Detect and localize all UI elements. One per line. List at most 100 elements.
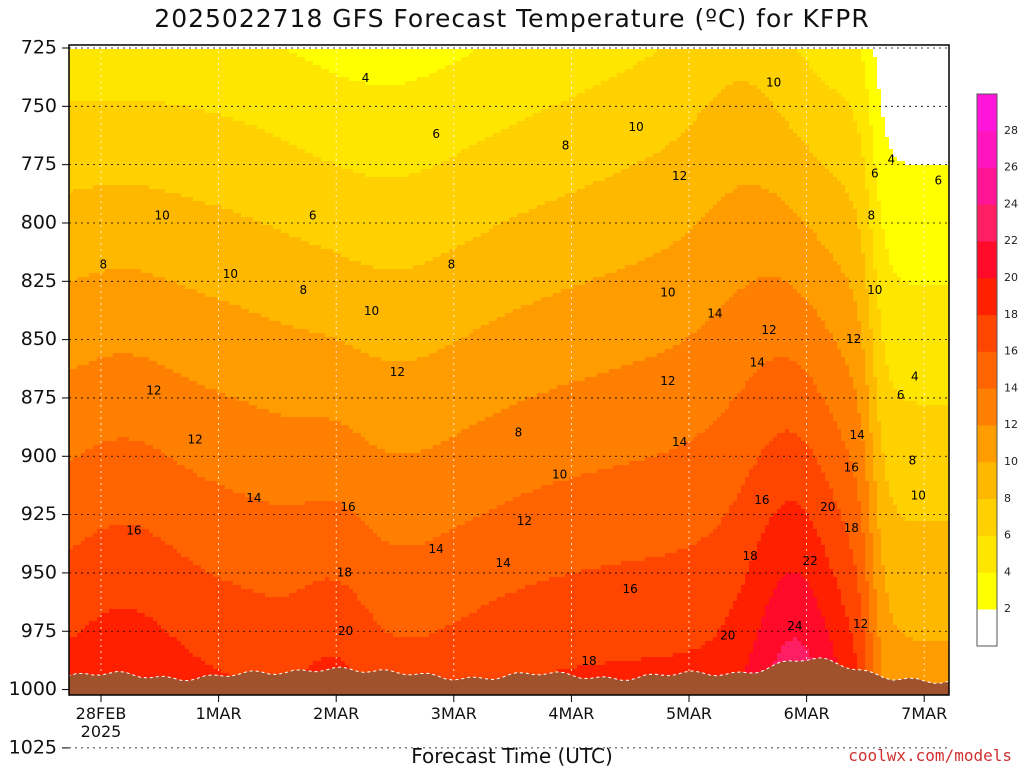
x-tick-label: 3MAR (431, 704, 477, 723)
y-tick-label: 800 (21, 211, 57, 233)
contour-label: 6 (871, 166, 879, 180)
contour-label: 8 (562, 138, 570, 152)
y-tick-label: 875 (21, 386, 57, 408)
y-tick-label: 725 (21, 37, 57, 59)
colorbar-label: 6 (1004, 529, 1011, 542)
colorbar-swatch (977, 425, 997, 462)
contour-label: 8 (100, 257, 108, 271)
contour-label: 12 (761, 323, 776, 337)
contour-label: 12 (187, 432, 202, 446)
contour-label: 10 (660, 285, 675, 299)
contour-label: 4 (887, 152, 895, 166)
contour-label: 12 (853, 617, 868, 631)
contour-label: 16 (126, 523, 141, 537)
contour-label: 10 (552, 467, 567, 481)
colorbar-swatch (977, 352, 997, 389)
contour-label: 8 (299, 283, 307, 297)
colorbar-swatch (977, 388, 997, 425)
colorbar-label: 8 (1004, 492, 1011, 505)
contour-label: 10 (364, 304, 379, 318)
y-tick-label: 850 (21, 328, 57, 350)
colorbar-swatch (977, 94, 997, 131)
colorbar-label: 18 (1004, 308, 1018, 321)
contour-label: 16 (844, 460, 859, 474)
contour-label: 10 (766, 75, 781, 89)
contour-label: 24 (787, 619, 802, 633)
contour-label: 12 (660, 374, 675, 388)
colorbar-label: 10 (1004, 455, 1018, 468)
colorbar-swatch (977, 609, 997, 646)
contour-label: 18 (581, 654, 596, 668)
colorbar-swatch (977, 315, 997, 352)
contour-label: 8 (909, 453, 917, 467)
x-tick-label: 6MAR (784, 704, 830, 723)
colorbar-swatch (977, 131, 997, 168)
x-tick-label: 1MAR (196, 704, 242, 723)
contour-label: 12 (390, 365, 405, 379)
contour-label: 14 (750, 355, 765, 369)
contour-label: 12 (846, 332, 861, 346)
y-tick-label: 825 (21, 270, 57, 292)
contour-label: 16 (623, 582, 638, 596)
colorbar-swatch (977, 168, 997, 205)
contour-label: 18 (337, 565, 352, 579)
contour-label: 12 (146, 383, 161, 397)
temperature-fill (69, 45, 950, 698)
x-tick-label: 2MAR (313, 704, 359, 723)
colorbar-label: 26 (1004, 161, 1018, 174)
contour-label: 6 (432, 127, 440, 141)
contour-label: 12 (517, 514, 532, 528)
colorbar-swatch (977, 278, 997, 315)
contour-label: 10 (628, 120, 643, 134)
contour-label: 4 (911, 369, 919, 383)
contour-label: 14 (707, 306, 722, 320)
x-tick-label: 5MAR (666, 704, 712, 723)
colorbar-label: 20 (1004, 271, 1018, 284)
contour-label: 22 (802, 554, 817, 568)
contour-label: 10 (867, 283, 882, 297)
contour-label: 14 (672, 435, 687, 449)
x-tick-label: 2025 (81, 722, 122, 741)
contour-label: 12 (672, 169, 687, 183)
colorbar-swatch (977, 462, 997, 499)
contour-label: 20 (338, 624, 353, 638)
contour-label: 6 (897, 388, 905, 402)
colorbar-label: 28 (1004, 124, 1018, 137)
contour-label: 16 (340, 500, 355, 514)
contour-label: 20 (820, 500, 835, 514)
colorbar-swatch (977, 241, 997, 278)
x-tick-label: 4MAR (548, 704, 594, 723)
y-tick-label: 750 (21, 95, 57, 117)
contour-label: 8 (448, 257, 456, 271)
credit-link[interactable]: coolwx.com/models (848, 746, 1012, 765)
contour-label: 16 (754, 493, 769, 507)
y-tick-label: 900 (21, 445, 57, 467)
colorbar-label: 22 (1004, 234, 1018, 247)
colorbar-swatch (977, 499, 997, 536)
contour-label: 20 (720, 628, 735, 642)
contour-label: 10 (223, 267, 238, 281)
contour-label: 8 (867, 208, 875, 222)
contour-label: 10 (911, 488, 926, 502)
contour-label: 14 (496, 556, 511, 570)
y-tick-label: 775 (21, 153, 57, 175)
contour-label: 10 (155, 208, 170, 222)
colorbar-label: 2 (1004, 602, 1011, 615)
x-tick-label: 7MAR (901, 704, 947, 723)
colorbar-swatch (977, 572, 997, 609)
contour-label: 4 (362, 71, 370, 85)
contour-label: 14 (246, 491, 261, 505)
y-tick-label: 1000 (9, 678, 57, 700)
contour-label: 8 (515, 425, 523, 439)
y-tick-label: 975 (21, 620, 57, 642)
contour-label: 18 (743, 549, 758, 563)
contour-label: 6 (309, 208, 317, 222)
temperature-cross-section-chart: 468101012 64610 68108881010141012121412121… (0, 0, 1024, 768)
contour-label: 18 (844, 521, 859, 535)
y-tick-label: 925 (21, 503, 57, 525)
colorbar-label: 12 (1004, 418, 1018, 431)
contour-label: 14 (850, 428, 865, 442)
contour-label: 14 (429, 542, 444, 556)
colorbar-label: 4 (1004, 565, 1011, 578)
